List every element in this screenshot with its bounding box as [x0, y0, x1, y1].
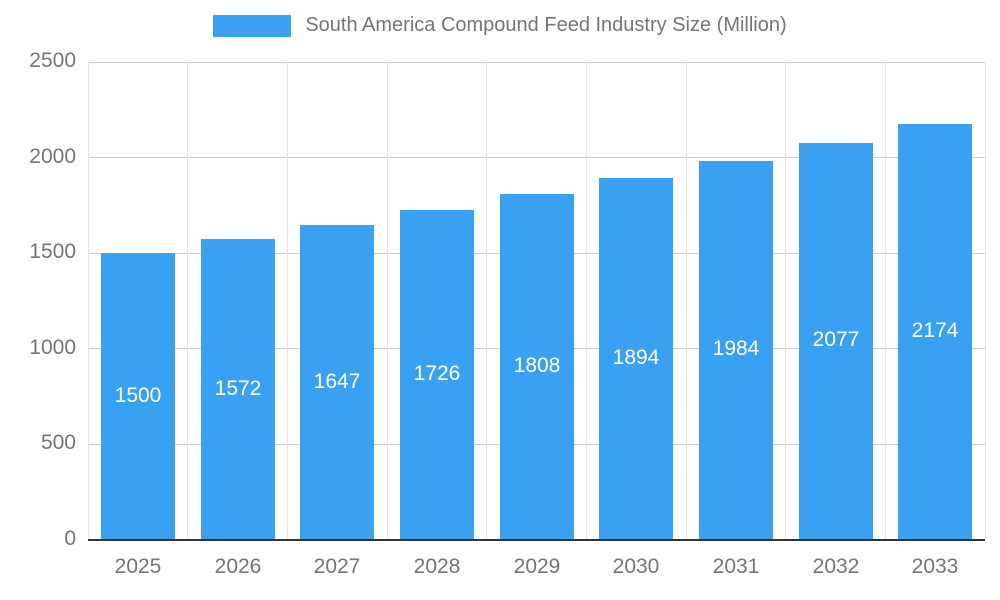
bar-value-label: 1726 — [413, 362, 461, 385]
y-axis-tick-label: 500 — [40, 431, 76, 455]
y-axis-tick-label: 2000 — [29, 144, 76, 168]
bar-value-label: 1572 — [214, 377, 262, 400]
bar-2026[interactable] — [201, 239, 275, 539]
x-gridline — [685, 62, 687, 540]
bar-2031[interactable] — [699, 160, 773, 539]
x-gridline — [187, 62, 189, 540]
x-axis-tick-label: 2033 — [911, 555, 959, 578]
bar-value-label: 1500 — [114, 384, 162, 407]
x-gridline — [87, 62, 89, 540]
x-gridline — [785, 62, 787, 540]
bar-2027[interactable] — [300, 225, 374, 539]
bar-value-label: 2077 — [812, 328, 860, 351]
x-axis-tick-label: 2028 — [413, 555, 461, 578]
bar-2030[interactable] — [599, 177, 673, 539]
x-gridline — [286, 62, 288, 540]
x-axis-tick-label: 2029 — [513, 555, 561, 578]
x-gridline — [386, 62, 388, 540]
x-gridline — [984, 62, 986, 540]
x-axis-tick-label: 2031 — [712, 555, 760, 578]
x-gridline — [585, 62, 587, 540]
x-axis-tick-label: 2026 — [214, 555, 262, 578]
y-gridline — [88, 61, 985, 63]
bar-value-label: 1808 — [513, 354, 561, 377]
y-gridline — [88, 157, 985, 159]
bar-2033[interactable] — [898, 124, 972, 539]
x-axis-tick-label: 2025 — [114, 555, 162, 578]
x-axis-tick-label: 2032 — [812, 555, 860, 578]
legend-swatch-icon — [213, 14, 292, 37]
bar-2028[interactable] — [400, 209, 474, 539]
y-axis-tick-label: 0 — [64, 527, 76, 550]
chart-legend: South America Compound Feed Industry Siz… — [0, 14, 1000, 37]
chart-title: South America Compound Feed Industry Siz… — [305, 14, 787, 36]
x-axis-line — [88, 539, 985, 541]
x-axis-tick-label: 2030 — [612, 555, 660, 578]
x-axis-tick-label: 2027 — [313, 555, 361, 578]
bar-value-label: 1984 — [712, 337, 760, 360]
bar-2029[interactable] — [500, 194, 574, 539]
x-gridline — [486, 62, 488, 540]
y-axis-tick-label: 1500 — [29, 240, 76, 264]
y-axis-tick-label: 2500 — [29, 49, 76, 72]
bar-2032[interactable] — [799, 142, 873, 539]
x-gridline — [884, 62, 886, 540]
bar-value-label: 2174 — [911, 319, 959, 342]
bar-2025[interactable] — [101, 253, 175, 539]
bar-value-label: 1647 — [313, 370, 361, 393]
y-axis-tick-label: 1000 — [29, 335, 76, 359]
bar-value-label: 1894 — [612, 346, 660, 369]
